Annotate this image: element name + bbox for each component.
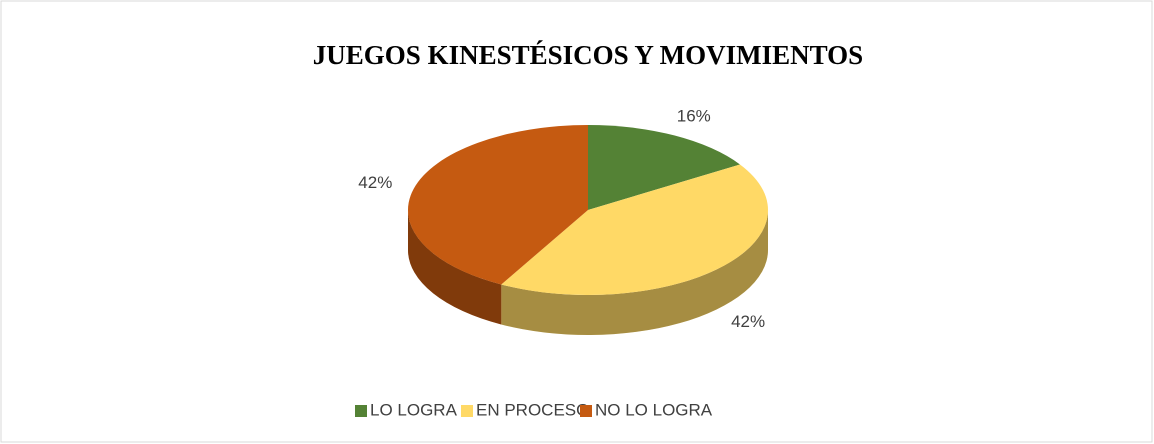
legend-swatch	[355, 405, 367, 417]
legend-swatch	[580, 405, 592, 417]
slice-side-shade	[501, 210, 769, 335]
data-label: 16%	[677, 106, 711, 125]
legend-label: LO LOGRA	[370, 400, 458, 419]
legend-label: EN PROCESO	[476, 400, 589, 419]
slice	[408, 125, 588, 285]
slice-side	[501, 210, 769, 335]
slice-side	[408, 210, 502, 325]
legend-swatch	[461, 405, 473, 417]
slice	[501, 164, 768, 295]
slice	[588, 125, 740, 210]
chart-title: JUEGOS KINESTÉSICOS Y MOVIMIENTOS	[313, 40, 863, 70]
data-label: 42%	[731, 312, 765, 331]
slice-side-shade	[408, 210, 502, 325]
data-label: 42%	[358, 173, 392, 192]
legend-label: NO LO LOGRA	[595, 400, 713, 419]
